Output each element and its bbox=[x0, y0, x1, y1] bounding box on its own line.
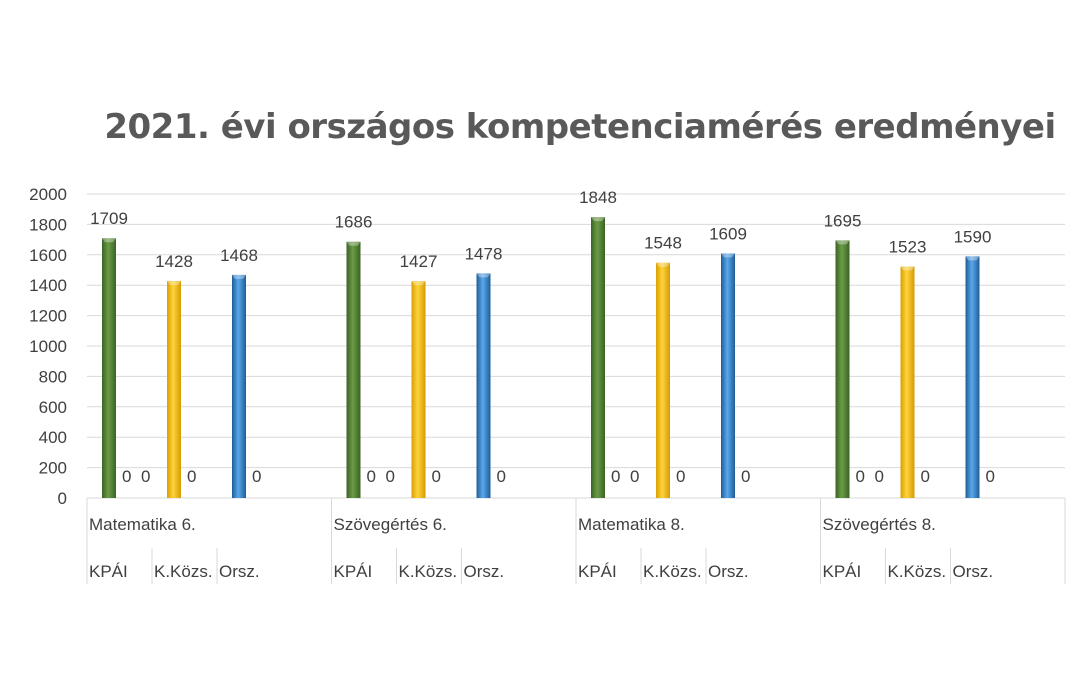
bar-bevel bbox=[591, 217, 605, 222]
data-label: 1848 bbox=[579, 188, 617, 207]
data-label: 1468 bbox=[220, 246, 258, 265]
data-label: 1427 bbox=[400, 252, 438, 271]
y-tick-label: 600 bbox=[39, 398, 67, 417]
data-label: 1709 bbox=[90, 209, 128, 228]
bar-bevel bbox=[102, 238, 116, 243]
y-tick-label: 1800 bbox=[29, 215, 67, 234]
sub-category-label: KPÁI bbox=[89, 562, 128, 581]
bar bbox=[656, 262, 670, 498]
bar-bevel bbox=[232, 274, 246, 279]
bar bbox=[411, 281, 426, 498]
bar bbox=[476, 273, 491, 498]
bar bbox=[591, 217, 605, 498]
zero-label: 0 bbox=[122, 467, 131, 486]
zero-label: 0 bbox=[386, 467, 395, 486]
chart-title: 2021. évi országos kompetenciamérés ered… bbox=[104, 107, 1056, 147]
bars bbox=[102, 217, 980, 499]
bar-bevel bbox=[900, 266, 915, 271]
sub-category-label: Orsz. bbox=[219, 562, 260, 581]
zero-label: 0 bbox=[676, 467, 685, 486]
zero-label: 0 bbox=[856, 467, 865, 486]
y-tick-label: 2000 bbox=[29, 185, 67, 204]
sub-category-label: KPÁI bbox=[578, 562, 617, 581]
sub-category-label: K.Közs. bbox=[399, 562, 458, 581]
zero-label: 0 bbox=[141, 467, 150, 486]
sub-category-label: Orsz. bbox=[708, 562, 749, 581]
sub-category-label: K.Közs. bbox=[154, 562, 213, 581]
y-tick-label: 400 bbox=[39, 428, 67, 447]
data-label: 1478 bbox=[465, 244, 503, 263]
zero-label: 0 bbox=[252, 467, 261, 486]
zero-label: 0 bbox=[432, 467, 441, 486]
bar-bevel bbox=[965, 256, 980, 261]
zero-label: 0 bbox=[367, 467, 376, 486]
y-tick-label: 200 bbox=[39, 459, 67, 478]
sub-category-label: KPÁI bbox=[823, 562, 862, 581]
sub-category-label: K.Közs. bbox=[643, 562, 702, 581]
data-label: 1548 bbox=[644, 234, 682, 253]
bar-bevel bbox=[476, 273, 491, 278]
y-tick-label: 1200 bbox=[29, 307, 67, 326]
bar-bevel bbox=[835, 240, 850, 245]
y-tick-label: 0 bbox=[58, 489, 67, 508]
bar-bevel bbox=[411, 281, 426, 286]
bar bbox=[167, 280, 181, 498]
group-category-label: Szövegértés 6. bbox=[334, 515, 447, 534]
zero-label: 0 bbox=[875, 467, 884, 486]
bar-bevel bbox=[721, 253, 735, 258]
data-label: 1523 bbox=[889, 238, 927, 257]
data-label: 1609 bbox=[709, 224, 747, 243]
zero-label: 0 bbox=[741, 467, 750, 486]
bar bbox=[900, 266, 915, 498]
bar-bevel bbox=[167, 280, 181, 285]
bar bbox=[835, 240, 850, 499]
group-category-label: Matematika 8. bbox=[578, 515, 685, 534]
y-tick-label: 1400 bbox=[29, 276, 67, 295]
bar-bevel bbox=[656, 262, 670, 267]
zero-label: 0 bbox=[611, 467, 620, 486]
data-label: 1686 bbox=[335, 213, 373, 232]
data-label: 1590 bbox=[954, 227, 992, 246]
data-label: 1428 bbox=[155, 252, 193, 271]
zero-label: 0 bbox=[921, 467, 930, 486]
gridlines bbox=[87, 193, 1065, 499]
y-tick-label: 1600 bbox=[29, 246, 67, 265]
zero-label: 0 bbox=[986, 467, 995, 486]
group-category-label: Matematika 6. bbox=[89, 515, 196, 534]
bar-bevel bbox=[346, 241, 361, 246]
zero-label: 0 bbox=[497, 467, 506, 486]
y-tick-label: 1000 bbox=[29, 337, 67, 356]
y-axis: 0 200 400 600 800 1000 1200 1400 1600 1800 2000 bbox=[29, 185, 67, 508]
bar bbox=[346, 241, 361, 498]
sub-category-label: K.Közs. bbox=[888, 562, 947, 581]
zero-label: 0 bbox=[630, 467, 639, 486]
zero-label: 0 bbox=[187, 467, 196, 486]
group-category-label: Szövegértés 8. bbox=[823, 515, 936, 534]
bar bbox=[721, 253, 735, 498]
sub-category-label: KPÁI bbox=[334, 562, 373, 581]
sub-category-label: Orsz. bbox=[464, 562, 505, 581]
bar bbox=[102, 238, 116, 498]
data-label: 1695 bbox=[824, 211, 862, 230]
sub-category-label: Orsz. bbox=[953, 562, 994, 581]
x-axis: KPÁI K.Közs. Orsz. Matematika 6. KPÁI K.Közs.… bbox=[86, 498, 1066, 584]
y-tick-label: 800 bbox=[39, 367, 67, 386]
bar bbox=[965, 256, 980, 498]
bar bbox=[232, 274, 246, 498]
